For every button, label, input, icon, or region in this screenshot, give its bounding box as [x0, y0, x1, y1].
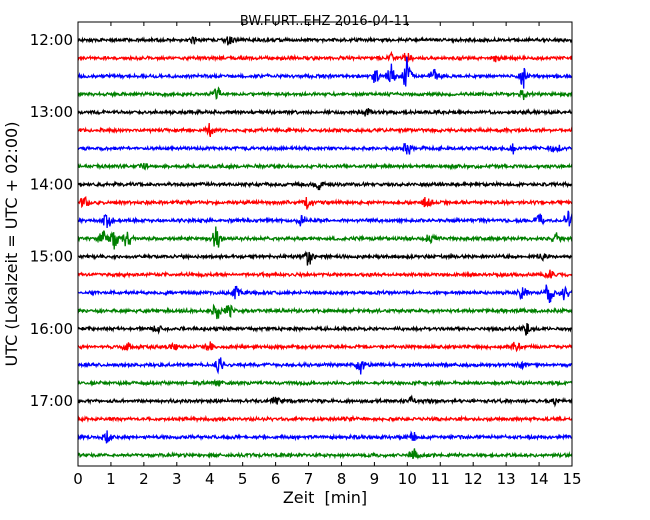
y-tick-label: 14:00 — [30, 175, 73, 193]
trace-1345 — [78, 162, 572, 171]
trace-1500 — [78, 250, 572, 266]
trace-1430 — [78, 210, 572, 229]
y-tick-label: 17:00 — [30, 392, 73, 410]
x-tick-label: 11 — [431, 470, 450, 488]
trace-1645 — [78, 378, 572, 387]
y-axis-label: UTC (Lokalzeit = UTC + 02:00) — [2, 122, 21, 367]
trace-1400 — [78, 180, 572, 191]
x-tick-label: 8 — [337, 470, 347, 488]
x-tick-label: 1 — [106, 470, 116, 488]
x-tick-label: 13 — [497, 470, 516, 488]
x-tick-label: 5 — [238, 470, 248, 488]
trace-1700 — [78, 394, 572, 408]
x-tick-label: 6 — [271, 470, 281, 488]
trace-1530 — [78, 284, 572, 304]
trace-1715 — [78, 414, 572, 424]
trace-1230 — [78, 56, 572, 89]
x-tick-label: 7 — [304, 470, 314, 488]
x-tick-label: 10 — [398, 470, 417, 488]
trace-1245 — [78, 86, 572, 101]
trace-1200 — [78, 35, 572, 46]
trace-1615 — [78, 341, 572, 353]
y-tick-label: 16:00 — [30, 320, 73, 338]
x-tick-label: 14 — [530, 470, 549, 488]
trace-1330 — [78, 142, 572, 155]
trace-1745 — [78, 448, 572, 460]
trace-1300 — [78, 107, 572, 117]
x-tick-label: 4 — [205, 470, 215, 488]
y-axis: 12:00 13:00 14:00 15:00 16:00 17:00 — [30, 31, 572, 410]
x-tick-label: 2 — [139, 470, 149, 488]
trace-1315 — [78, 122, 572, 138]
y-tick-label: 13:00 — [30, 103, 73, 121]
x-tick-label: 9 — [370, 470, 380, 488]
trace-group — [78, 35, 572, 460]
x-axis: 0 1 2 3 4 5 6 7 8 9 10 11 12 13 14 15 — [73, 22, 582, 488]
trace-1515 — [78, 269, 572, 280]
plot-frame — [77, 21, 573, 467]
x-tick-label: 0 — [73, 470, 83, 488]
y-tick-label: 15:00 — [30, 248, 73, 266]
x-tick-label: 15 — [562, 470, 581, 488]
trace-1730 — [78, 430, 572, 444]
trace-1415 — [78, 196, 572, 210]
trace-1215 — [78, 50, 572, 64]
trace-1445 — [78, 226, 572, 250]
trace-1600 — [78, 322, 572, 336]
y-tick-label: 12:00 — [30, 31, 73, 49]
x-axis-label: Zeit [min] — [283, 488, 367, 507]
trace-1630 — [78, 357, 572, 375]
x-tick-label: 3 — [172, 470, 182, 488]
trace-1545 — [78, 303, 572, 320]
x-tick-label: 12 — [464, 470, 483, 488]
